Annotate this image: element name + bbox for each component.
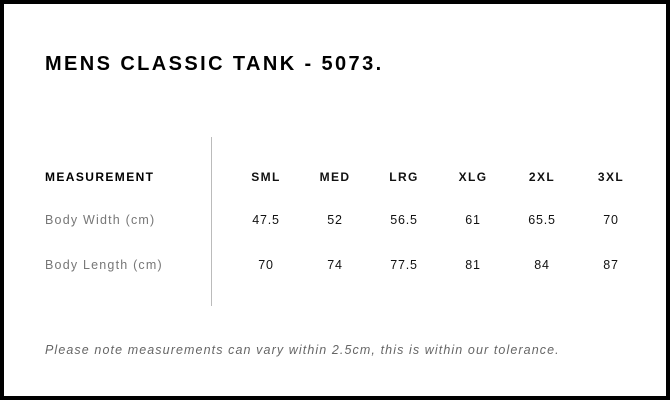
table-cell: 74 <box>327 258 343 272</box>
table-cell: 70 <box>258 258 274 272</box>
table-cell: 84 <box>534 258 550 272</box>
table-cell: 65.5 <box>528 213 556 227</box>
table-cell: 47.5 <box>252 213 280 227</box>
table-cell: 87 <box>603 258 619 272</box>
size-header: MED <box>319 170 351 184</box>
size-header: LRG <box>389 170 419 184</box>
size-header: 2XL <box>528 170 556 184</box>
measurement-header: MEASUREMENT <box>45 170 155 184</box>
row-label-body-width: Body Width (cm) <box>45 213 156 227</box>
table-cell: 56.5 <box>390 213 418 227</box>
tolerance-note: Please note measurements can vary within… <box>45 343 560 357</box>
table-cell: 81 <box>465 258 481 272</box>
row-label-body-length: Body Length (cm) <box>45 258 163 272</box>
table-cell: 52 <box>327 213 343 227</box>
table-cell: 77.5 <box>390 258 418 272</box>
size-header: XLG <box>458 170 488 184</box>
column-divider <box>211 137 212 306</box>
page-title: MENS CLASSIC TANK - 5073. <box>45 53 384 75</box>
size-chart: MENS CLASSIC TANK - 5073. MEASUREMENT Bo… <box>4 4 666 396</box>
table-cell: 70 <box>603 213 619 227</box>
size-header: SML <box>251 170 281 184</box>
table-cell: 61 <box>465 213 481 227</box>
size-header: 3XL <box>597 170 625 184</box>
